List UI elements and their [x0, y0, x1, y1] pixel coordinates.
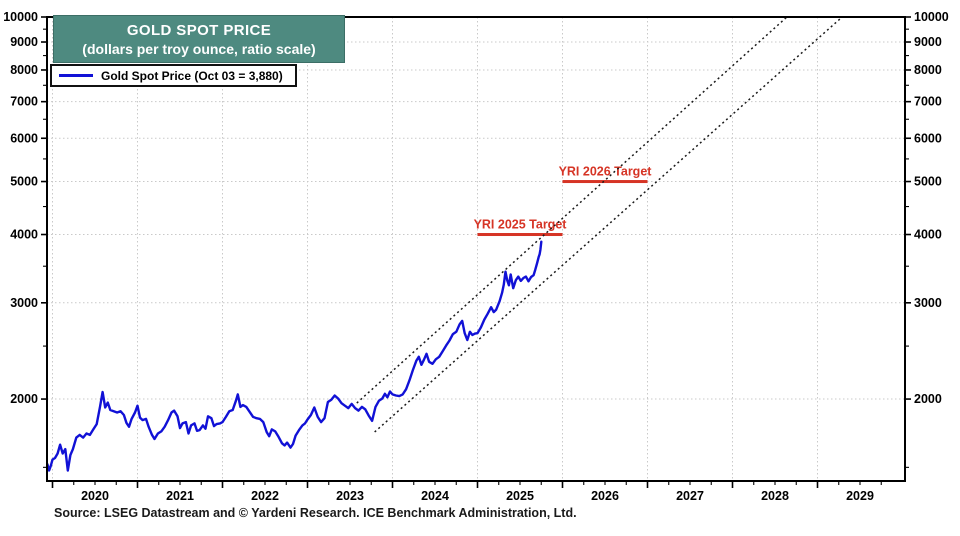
y-axis-tick-label: 8000 [10, 63, 38, 77]
y-axis-tick-label: 7000 [10, 95, 38, 109]
y-axis-tick-label: 4000 [914, 228, 942, 242]
chart-subtitle: (dollars per troy ounce, ratio scale) [82, 40, 316, 57]
x-axis-tick-label: 2026 [591, 489, 619, 503]
x-axis-tick-label: 2023 [336, 489, 364, 503]
target-label: YRI 2025 Target [474, 218, 568, 232]
upper-trend-channel [356, 16, 788, 404]
y-axis-tick-label: 10000 [914, 10, 949, 24]
y-axis-tick-label: 10000 [3, 10, 38, 24]
x-axis-tick-label: 2022 [251, 489, 279, 503]
legend-label: Gold Spot Price (Oct 03 = 3,880) [101, 68, 283, 83]
y-axis-tick-label: 6000 [10, 131, 38, 145]
y-axis-tick-label: 2000 [10, 392, 38, 406]
chart-title-box: GOLD SPOT PRICE (dollars per troy ounce,… [53, 15, 345, 63]
legend: Gold Spot Price (Oct 03 = 3,880) [50, 64, 297, 87]
x-axis-tick-label: 2028 [761, 489, 789, 503]
gold-price-line [46, 240, 543, 472]
target-underline [477, 233, 563, 237]
lower-trend-channel [374, 16, 843, 433]
y-axis-tick-label: 6000 [914, 131, 942, 145]
y-axis-tick-label: 9000 [10, 35, 38, 49]
y-axis-tick-label: 8000 [914, 63, 942, 77]
source-attribution: Source: LSEG Datastream and © Yardeni Re… [54, 506, 577, 520]
x-axis-tick-label: 2029 [846, 489, 874, 503]
y-axis-tick-label: 5000 [10, 175, 38, 189]
y-axis-tick-label: 9000 [914, 35, 942, 49]
chart-title: GOLD SPOT PRICE [126, 21, 272, 39]
target-label: YRI 2026 Target [559, 165, 653, 179]
y-axis-tick-label: 2000 [914, 392, 942, 406]
y-axis-tick-label: 5000 [914, 175, 942, 189]
x-axis-tick-label: 2025 [506, 489, 534, 503]
y-axis-tick-label: 3000 [10, 296, 38, 310]
x-axis-tick-label: 2021 [166, 489, 194, 503]
target-underline [562, 180, 648, 184]
y-axis-tick-label: 7000 [914, 95, 942, 109]
x-axis-tick-label: 2024 [421, 489, 449, 503]
plot-frame [46, 16, 906, 482]
y-axis-tick-label: 3000 [914, 296, 942, 310]
legend-line-swatch [59, 74, 93, 77]
x-axis-tick-label: 2027 [676, 489, 704, 503]
x-axis-tick-label: 2020 [81, 489, 109, 503]
y-axis-tick-label: 4000 [10, 228, 38, 242]
